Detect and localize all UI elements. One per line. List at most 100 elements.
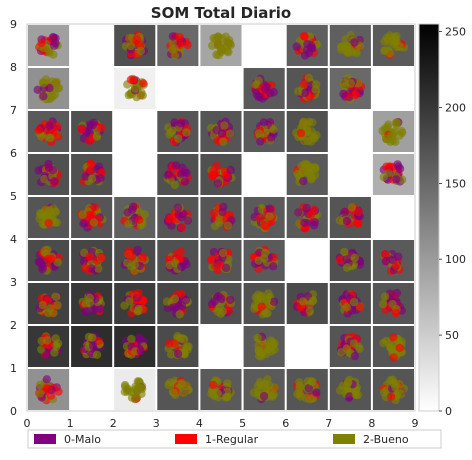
data-point [33,85,42,95]
data-point [254,341,263,350]
y-tick-label: 6 [10,147,17,160]
data-point [305,168,314,177]
data-point [269,125,278,134]
data-point [389,332,398,342]
data-point [260,221,269,230]
data-point [308,377,317,386]
data-point [53,300,62,310]
data-point [383,122,392,131]
data-point [94,337,104,346]
data-point [304,73,313,83]
data-point [42,350,51,360]
data-point [225,39,235,49]
data-point [176,334,186,343]
data-point [131,84,140,93]
data-point [384,168,393,178]
data-point [223,221,233,230]
data-point [50,348,59,357]
data-point [39,78,48,88]
data-point [261,249,270,258]
data-point [168,38,177,47]
data-point [50,177,59,186]
data-point [180,387,190,396]
data-point [52,77,61,87]
data-point [125,297,134,306]
data-point [312,388,321,397]
data-point [382,33,391,43]
legend: 0-Malo 1-Regular 2-Bueno [27,429,442,449]
colorbar-gradient [418,23,440,412]
data-point [380,292,390,301]
data-point [136,46,145,56]
data-point [350,351,360,361]
data-point [216,43,225,53]
data-point [302,394,311,403]
data-point [340,78,349,88]
data-point [177,301,187,310]
data-point [254,92,263,102]
data-point [46,133,55,143]
data-point [35,380,45,390]
data-point [348,47,357,57]
data-point [265,212,274,221]
data-point [300,218,309,228]
data-point [398,175,407,184]
data-point [85,211,94,220]
data-point [180,177,190,186]
data-point [34,166,43,175]
data-point [221,393,230,402]
data-point [134,304,143,314]
data-point [387,392,396,401]
data-point [52,292,61,302]
data-point [34,126,43,135]
data-point [257,302,266,311]
data-point [300,88,310,98]
data-point [214,218,224,227]
data-point [295,384,304,393]
data-point [208,41,217,50]
data-point [165,260,175,270]
data-point [37,38,46,48]
y-tick-label: 8 [10,61,17,74]
x-tick-label: 2 [110,417,117,430]
y-tick-label: 3 [10,276,17,289]
data-point [87,333,97,342]
data-point [183,40,192,50]
data-point [209,165,218,175]
data-point [308,296,317,306]
x-tick-label: 1 [67,417,74,430]
data-point [381,257,391,266]
data-point [53,132,63,141]
data-point [304,384,313,393]
data-point [335,255,345,265]
data-point [342,381,351,391]
data-point [78,210,87,219]
data-point [97,253,107,262]
data-point [120,387,129,396]
data-point [170,118,179,127]
data-point [254,76,263,85]
data-point [47,254,56,263]
data-point [124,249,133,258]
data-point [268,392,277,401]
data-point [85,136,94,145]
data-point [310,218,319,227]
legend-swatch [175,434,197,444]
data-point [263,375,272,384]
data-point [87,174,97,183]
data-point [183,216,193,225]
data-point [345,392,354,401]
plot-area [26,23,416,412]
y-tick-label: 7 [10,104,17,117]
data-point [96,304,105,313]
data-point [219,137,228,146]
data-point [177,223,187,232]
data-point [386,376,395,385]
data-point [173,203,183,212]
data-point [350,253,359,262]
data-point [304,48,313,58]
data-point [170,44,179,53]
x-tick-label: 9 [412,417,419,430]
y-tick-label: 9 [10,18,17,31]
data-point [262,385,271,394]
